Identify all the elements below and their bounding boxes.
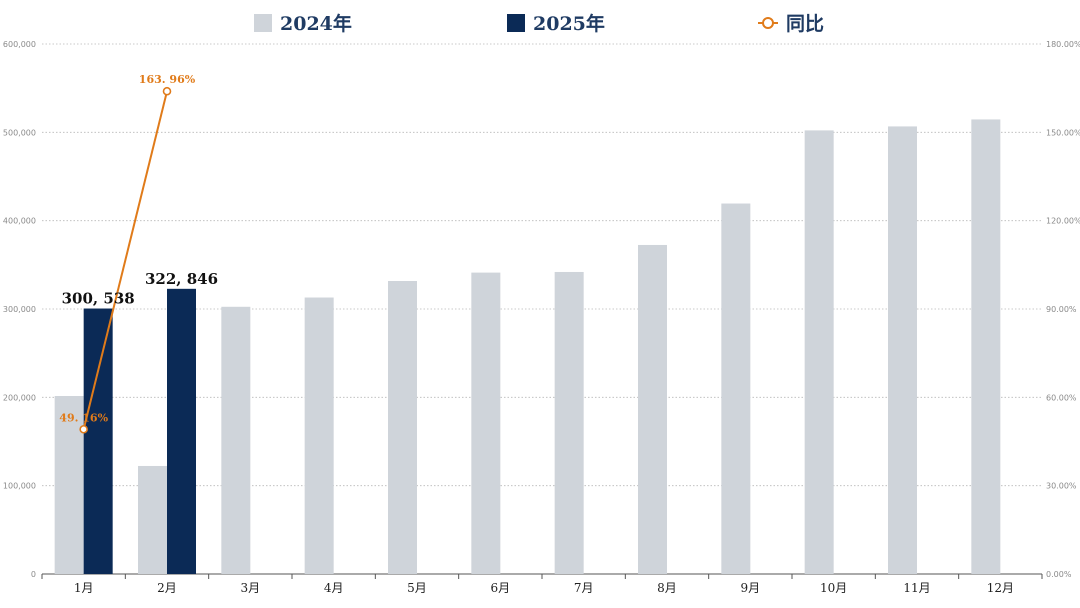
- legend-swatch-2025: [507, 14, 525, 32]
- bar-2024: [388, 280, 417, 574]
- y-right-tick-label: 180.00%: [1046, 40, 1080, 49]
- gridlines: [42, 43, 1042, 487]
- x-tick-label: 11月: [903, 581, 930, 595]
- x-tick-label: 8月: [657, 581, 677, 595]
- legend-label-2025: 2025年: [533, 12, 605, 35]
- bar-2024: [471, 272, 501, 574]
- legend-swatch-2024: [254, 14, 272, 32]
- yoy-point: [79, 424, 88, 434]
- bar-2025: [167, 288, 196, 574]
- data-labels: 300, 538 322, 846 49. 16% 163. 96%: [59, 73, 218, 424]
- legend-label-2024: 2024年: [280, 12, 352, 35]
- x-tick-label: 10月: [820, 581, 847, 595]
- bar-2024: [54, 396, 84, 574]
- x-tick-label: 7月: [574, 581, 594, 595]
- y-right-tick-label: 90.00%: [1046, 305, 1077, 314]
- y-right-tick-label: 120.00%: [1046, 217, 1080, 226]
- y-right-tick-label: 0.00%: [1046, 570, 1072, 579]
- bars: [54, 119, 1001, 575]
- y-left-tick-label: 500,000: [3, 128, 36, 137]
- yoy-point: [162, 86, 172, 96]
- x-tick-label: 5月: [407, 581, 427, 595]
- y-left-tick-label: 200,000: [3, 393, 36, 402]
- bar-2025-value-label: 300, 538: [62, 290, 135, 308]
- legend-label-yoy: 同比: [786, 13, 824, 35]
- yoy-value-label: 49. 16%: [59, 411, 108, 424]
- legend-marker-yoy: [762, 17, 774, 29]
- yoy-value-label: 163. 96%: [139, 73, 196, 86]
- bar-2024: [721, 203, 751, 574]
- yoy-line: [82, 90, 168, 430]
- x-tick-label: 6月: [491, 581, 511, 595]
- bar-2024: [138, 465, 167, 574]
- bar-2024: [304, 297, 334, 574]
- bar-2024: [971, 119, 1001, 574]
- bar-2024: [888, 126, 917, 574]
- y-right-tick-label: 60.00%: [1046, 393, 1077, 402]
- x-tick-label: 1月: [74, 581, 94, 595]
- x-tick-label: 4月: [324, 581, 344, 595]
- y-left-tick-label: 100,000: [3, 482, 36, 491]
- bar-2024: [804, 130, 834, 574]
- x-tick-label: 3月: [241, 581, 261, 595]
- bar-2024: [221, 306, 251, 574]
- yoy-line-series: [79, 86, 172, 434]
- x-tick-label: 12月: [987, 581, 1014, 595]
- x-tick-label: 9月: [741, 581, 761, 595]
- bar-2024: [638, 244, 667, 575]
- legend: 2024年 2025年 同比: [254, 12, 824, 35]
- axes: 0 100,000 200,000 300,000 400,000 500,000 600,…: [3, 40, 1080, 595]
- bar-2025: [83, 308, 113, 574]
- y-left-tick-label: 0: [31, 570, 36, 579]
- y-right-tick-label: 30.00%: [1046, 482, 1077, 491]
- bar-2024: [554, 271, 584, 574]
- y-left-tick-label: 300,000: [3, 305, 36, 314]
- y-right-tick-label: 150.00%: [1046, 128, 1080, 137]
- x-tick-label: 2月: [157, 581, 177, 595]
- y-left-tick-label: 600,000: [3, 40, 36, 49]
- bar-2025-value-label: 322, 846: [145, 270, 218, 288]
- y-left-tick-label: 400,000: [3, 217, 36, 226]
